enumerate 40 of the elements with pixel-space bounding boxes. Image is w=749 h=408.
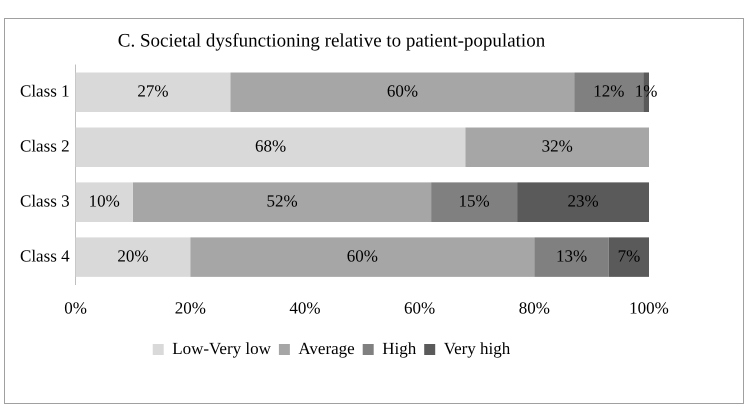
chart-title: C. Societal dysfunctioning relative to patient-population — [118, 30, 546, 52]
bar — [534, 237, 609, 277]
data-label: 10% — [88, 192, 120, 211]
data-label: 68% — [254, 136, 286, 156]
data-label: 60% — [386, 82, 418, 101]
bar — [517, 182, 649, 222]
bar — [132, 182, 432, 222]
bar — [431, 182, 518, 222]
x-tick-label: 0% — [64, 298, 87, 318]
y-tick-label: Class 2 — [20, 136, 70, 156]
y-tick-label: Class 4 — [20, 246, 70, 266]
data-label: 52% — [266, 192, 298, 211]
bar — [76, 237, 190, 277]
data-label: 15% — [458, 192, 490, 211]
x-tick-label: 20% — [174, 298, 206, 318]
data-label: 20% — [117, 246, 149, 266]
legend-label: Very high — [444, 338, 511, 358]
y-tick-label: Class 3 — [20, 192, 70, 211]
bar — [76, 127, 466, 168]
bar — [76, 182, 133, 222]
x-tick-label: 60% — [404, 298, 436, 318]
data-label: 12% — [593, 82, 624, 101]
bar — [76, 72, 230, 112]
legend-label: Low-Very low — [172, 338, 272, 358]
data-label: 32% — [542, 136, 573, 156]
x-tick-label: 80% — [518, 298, 550, 318]
bar — [190, 237, 534, 277]
data-label: 27% — [137, 82, 169, 101]
bar — [608, 237, 649, 277]
data-label: 60% — [346, 246, 378, 266]
data-label: 13% — [556, 246, 588, 266]
data-label: 7% — [618, 246, 640, 266]
y-tick-label: Class 1 — [20, 82, 70, 101]
bar — [466, 127, 649, 168]
x-tick-label: 100% — [629, 298, 669, 318]
legend-label: Average — [298, 338, 355, 358]
x-tick-label: 40% — [289, 298, 321, 318]
legend-label: High — [382, 338, 417, 358]
bar — [230, 72, 574, 112]
data-label: 23% — [567, 192, 599, 211]
